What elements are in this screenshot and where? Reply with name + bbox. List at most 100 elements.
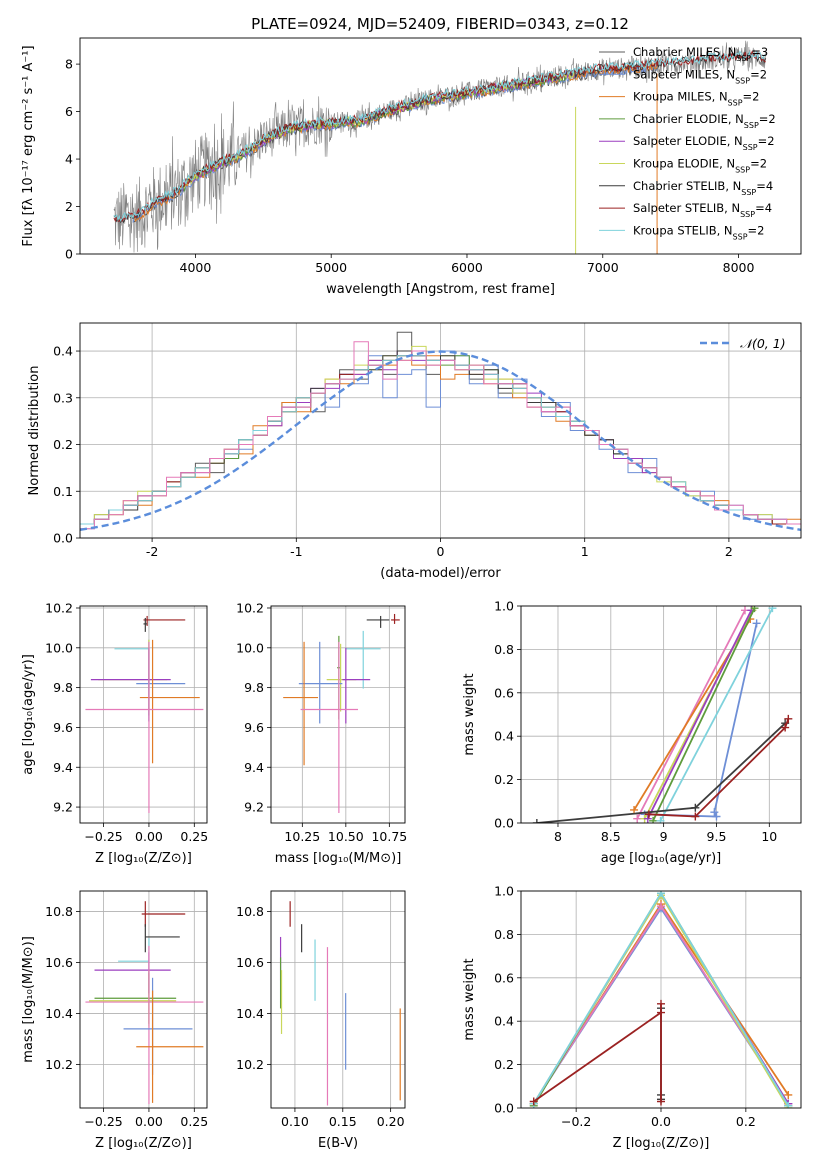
panel-mass-vs-EBV: 0.10 0.15 0.20 10.2 10.4 10.6 10.8 E(B-V) bbox=[236, 890, 406, 1151]
y-tick-label: 0.2 bbox=[53, 437, 73, 452]
x-tick-label: 5000 bbox=[315, 260, 347, 275]
model-spectrum-line bbox=[113, 50, 766, 223]
x-tick-label: −0.25 bbox=[84, 1114, 122, 1129]
x-tick-label: 0.15 bbox=[329, 1114, 357, 1129]
y-tick-label: 0.4 bbox=[494, 1014, 514, 1029]
y-tick-label: 1.0 bbox=[494, 884, 514, 899]
x-tick-label: 1 bbox=[581, 544, 589, 559]
mass-weight-marker bbox=[750, 606, 759, 613]
y-tick-label: 0.8 bbox=[494, 642, 514, 657]
mass-weight-marker bbox=[644, 810, 653, 819]
x-tick-label: 9.5 bbox=[707, 829, 727, 844]
x-tick-label: -1 bbox=[290, 544, 302, 559]
legend-label: Chabrier ELODIE, NSSP=2 bbox=[633, 112, 776, 129]
panel-spectrum: 4000 5000 6000 7000 8000 0 2 4 6 8 wavelength [Ang… bbox=[21, 37, 802, 297]
mass-weight-marker bbox=[532, 819, 541, 823]
y-tick-label: 0.6 bbox=[494, 970, 514, 985]
x-tick-label: 9 bbox=[660, 829, 668, 844]
x-tick-label: 10.75 bbox=[371, 829, 407, 844]
y-tick-label: 10.4 bbox=[236, 1006, 264, 1021]
plot-frame bbox=[79, 890, 208, 1109]
panel-mass-weight-vs-age: 8 8.5 9 9.5 10 0.0 0.2 0.4 0.6 0.8 1.0 age [log₁₀(a… bbox=[462, 599, 802, 866]
y-tick-label: 0.3 bbox=[53, 390, 73, 405]
plot-frame bbox=[79, 605, 208, 824]
legend-label: Kroupa ELODIE, NSSP=2 bbox=[633, 157, 767, 175]
mass-weight-line bbox=[652, 607, 756, 822]
legend-label: Salpeter ELODIE, NSSP=2 bbox=[633, 134, 775, 152]
y-tick-label: 10.2 bbox=[236, 600, 264, 615]
legend: Chabrier MILES, NSSP=3 Salpeter MILES, NS… bbox=[599, 45, 776, 241]
y-tick-label: 0.1 bbox=[53, 484, 73, 499]
mass-weight-marker bbox=[752, 619, 761, 628]
x-tick-label: −0.2 bbox=[561, 1114, 591, 1129]
mass-weight-marker bbox=[643, 814, 652, 823]
plot-area-mass-vs-EBV bbox=[279, 901, 401, 1106]
mass-weight-marker bbox=[657, 1097, 665, 1106]
x-tick-label: 0.0 bbox=[651, 1114, 671, 1129]
y-tick-label: 9.8 bbox=[244, 680, 264, 695]
mass-weight-line bbox=[648, 718, 790, 818]
model-spectrum-line bbox=[113, 50, 766, 223]
x-axis-label: Z [log₁₀(Z/Z⊙)] bbox=[613, 1136, 710, 1151]
x-tick-label: 4000 bbox=[180, 260, 212, 275]
plot-frame bbox=[270, 890, 406, 1109]
plot-area-mass-weight-vs-age bbox=[532, 606, 793, 823]
y-axis-label: Flux [fλ 10⁻¹⁷ erg cm⁻² s⁻¹ A⁻¹] bbox=[21, 45, 36, 246]
x-axis-label: mass [log₁₀(M/M⊙)] bbox=[275, 851, 402, 866]
y-axis-label: mass weight bbox=[462, 673, 477, 755]
y-tick-label: 2 bbox=[65, 199, 73, 214]
y-tick-label: 0.8 bbox=[494, 927, 514, 942]
mass-weight-marker bbox=[649, 816, 658, 823]
model-spectrum-line bbox=[181, 70, 576, 193]
mass-weight-marker bbox=[691, 803, 700, 812]
mass-weight-marker bbox=[657, 902, 665, 911]
x-tick-label: 8.5 bbox=[601, 829, 621, 844]
plot-area-mass-weight-vs-Z bbox=[529, 891, 793, 1108]
legend-label: Kroupa MILES, NSSP=2 bbox=[633, 90, 759, 108]
y-tick-label: 10.6 bbox=[236, 955, 264, 970]
x-axis-label: Z [log₁₀(Z/Z⊙)] bbox=[95, 1136, 192, 1151]
legend-label: Salpeter MILES, NSSP=2 bbox=[633, 67, 767, 85]
y-axis-label: age [log₁₀(age/yr)] bbox=[21, 654, 36, 775]
x-tick-label: 7000 bbox=[587, 260, 619, 275]
y-tick-label: 4 bbox=[65, 152, 73, 167]
mass-weight-line bbox=[659, 607, 774, 822]
y-tick-label: 10.6 bbox=[45, 955, 73, 970]
y-tick-label: 10.8 bbox=[45, 904, 73, 919]
mass-weight-marker bbox=[657, 891, 665, 898]
y-tick-label: 9.4 bbox=[244, 760, 264, 775]
figure-title: PLATE=0924, MJD=52409, FIBERID=0343, z=0… bbox=[251, 15, 629, 33]
x-axis-label: E(B-V) bbox=[318, 1136, 358, 1151]
y-tick-label: 0.0 bbox=[494, 816, 514, 831]
x-tick-label: −0.25 bbox=[84, 829, 122, 844]
y-tick-label: 0.2 bbox=[494, 1057, 514, 1072]
y-tick-label: 10.8 bbox=[236, 904, 264, 919]
y-tick-label: 10.2 bbox=[45, 600, 73, 615]
plot-area-residuals bbox=[80, 331, 801, 531]
plot-frame bbox=[520, 605, 802, 824]
y-axis-label: mass weight bbox=[462, 958, 477, 1040]
y-tick-label: 9.2 bbox=[244, 800, 264, 815]
x-tick-label: 0.10 bbox=[281, 1114, 309, 1129]
x-tick-label: 8 bbox=[554, 829, 562, 844]
y-tick-label: 0.6 bbox=[494, 685, 514, 700]
y-tick-label: 0 bbox=[65, 247, 73, 262]
legend: 𝒩(0, 1) bbox=[700, 336, 786, 351]
x-tick-label: 0.20 bbox=[377, 1114, 405, 1129]
panels: 4000 5000 6000 7000 8000 0 2 4 6 8 wavelength [Ang… bbox=[21, 37, 802, 1151]
mass-weight-marker bbox=[784, 1101, 793, 1108]
y-axis-label: mass [log₁₀(M/M⊙)] bbox=[21, 936, 36, 1063]
mass-weight-marker bbox=[630, 805, 639, 814]
panel-mass-weight-vs-Z: −0.2 0.0 0.2 0.0 0.2 0.4 0.6 0.8 1.0 Z [log₁₀(Z/Z… bbox=[462, 884, 802, 1151]
panel-age-vs-Z: −0.25 0.00 0.25 9.2 9.4 9.6 9.8 10.0 10.2 Z [log₁… bbox=[21, 600, 208, 866]
panel-mass-vs-Z: −0.25 0.00 0.25 10.2 10.4 10.6 10.8 Z [log₁₀(Z/… bbox=[21, 890, 208, 1151]
mass-weight-marker bbox=[691, 812, 700, 821]
y-tick-label: 9.6 bbox=[244, 720, 264, 735]
mass-weight-line bbox=[646, 609, 753, 820]
x-tick-label: 2 bbox=[725, 544, 733, 559]
mass-weight-marker bbox=[781, 723, 790, 732]
y-tick-label: 10.2 bbox=[236, 1057, 264, 1072]
legend-label: Salpeter STELIB, NSSP=4 bbox=[633, 201, 772, 219]
y-tick-label: 0.2 bbox=[494, 772, 514, 787]
